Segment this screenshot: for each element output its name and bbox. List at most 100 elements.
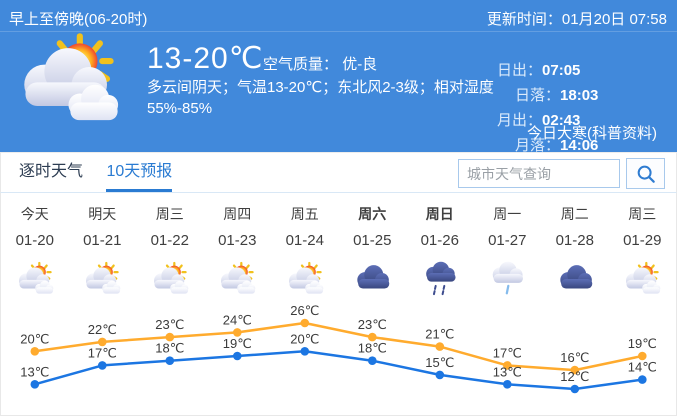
air-quality-label: 空气质量：	[263, 56, 339, 73]
moonrise-value: 02:43	[542, 112, 581, 129]
sun-moon-times: 日出：07:05 日落：18:03 月出：02:43 月落：14:06	[497, 58, 677, 158]
day-name[interactable]: 今天	[20, 206, 49, 222]
day-name[interactable]: 明天	[88, 206, 117, 222]
weather-cell	[204, 253, 272, 305]
low-temp-point	[30, 380, 40, 389]
partly-cloudy-icon	[16, 261, 54, 297]
low-temp-label: 13℃	[20, 364, 49, 379]
day-name[interactable]: 周日	[425, 206, 454, 222]
day-date: 01-28	[555, 232, 594, 249]
weather-cell	[69, 253, 137, 305]
air-quality-value: 优-良	[342, 56, 378, 73]
weather-cell	[609, 253, 677, 305]
high-temp-point	[30, 347, 40, 356]
air-quality: 空气质量： 优-良	[263, 53, 377, 74]
day-name[interactable]: 周三	[628, 206, 657, 222]
high-temp-label: 23℃	[155, 317, 184, 332]
temperature-chart: 20℃ 22℃ 23℃ 24℃ 26℃ 23℃ 21℃ 17℃ 16℃ 19℃ 13℃ 17℃ 18℃ 1…	[20, 305, 657, 394]
day-date: 01-21	[83, 232, 122, 249]
header-divider	[0, 31, 677, 32]
high-temp-label: 22℃	[88, 322, 117, 337]
high-temp-point	[638, 351, 647, 361]
sunset-time: 日落：18:03	[515, 83, 598, 108]
city-search	[458, 158, 665, 189]
ten-day-forecast: 今天 明天 周三 周四 周五 周六 周日 周一 周二 周三 01-20 01-21 01-22 01-2…	[0, 193, 677, 416]
high-temp-point	[300, 318, 310, 328]
low-temp-label: 12℃	[560, 369, 589, 384]
partly-cloudy-icon	[16, 32, 120, 128]
day-date: 01-25	[353, 232, 392, 249]
day-name[interactable]: 周四	[223, 206, 252, 222]
day-date: 01-27	[488, 232, 527, 249]
tab-10day-forecast[interactable]: 10天预报	[106, 153, 173, 192]
day-name-row: 今天 明天 周三 周四 周五 周六 周日 周一 周二 周三	[1, 203, 676, 225]
high-temp-point	[165, 332, 175, 342]
low-temp-label: 13℃	[493, 364, 522, 379]
day-name[interactable]: 周一	[493, 206, 522, 222]
low-temp-point	[368, 356, 377, 365]
day-date: 01-29	[623, 232, 662, 249]
day-name[interactable]: 周六	[358, 206, 387, 222]
moonrise-label: 月出：	[497, 112, 543, 129]
day-name[interactable]: 周五	[290, 206, 319, 222]
low-temp-point	[98, 361, 107, 370]
city-search-input[interactable]	[458, 159, 620, 188]
low-temp-point	[165, 356, 175, 365]
high-temp-label: 17℃	[493, 345, 522, 360]
low-temp-line	[34, 350, 643, 391]
high-temp-point	[503, 361, 512, 370]
overcast-icon	[353, 261, 391, 297]
weather-cell	[136, 253, 204, 305]
partly-cloudy-icon	[218, 261, 256, 297]
sunset-label: 日落：	[515, 87, 561, 104]
day-date: 01-26	[420, 232, 459, 249]
low-temp-label: 14℃	[628, 360, 657, 375]
sunrise-label: 日出：	[497, 62, 543, 79]
high-temp-label: 26℃	[290, 305, 319, 318]
partly-cloudy-icon	[623, 261, 661, 297]
tab-hourly-weather[interactable]: 逐时天气	[19, 163, 84, 180]
high-temp-point	[570, 365, 580, 375]
low-temp-label: 17℃	[88, 345, 117, 360]
weather-cell	[271, 253, 339, 305]
low-temp-point	[435, 370, 445, 380]
day-date: 01-20	[15, 232, 54, 249]
weather-icon-row	[1, 253, 676, 305]
moonrise-time: 月出：02:43	[497, 108, 580, 133]
rain-icon	[421, 261, 459, 297]
low-temp-label: 19℃	[223, 336, 252, 351]
high-temp-point	[368, 332, 377, 342]
summary-line1: 多云间阴天；气温13-20℃；东北风2-3级；相对湿度	[147, 79, 494, 96]
solar-term-link[interactable]: 今日大寒(科普资料)	[527, 125, 657, 142]
partly-cloudy-icon	[83, 261, 121, 297]
summary-line2: 55%-85%	[147, 100, 213, 117]
low-temp-label: 15℃	[425, 355, 454, 370]
weather-cell	[339, 253, 407, 305]
update-time: 更新时间：01月20日 07:58	[486, 11, 667, 28]
day-name[interactable]: 周三	[155, 206, 184, 222]
high-temp-label: 16℃	[560, 350, 589, 365]
weather-cell	[406, 253, 474, 305]
temperature-range: 13-20℃	[147, 42, 264, 75]
high-temp-label: 19℃	[628, 336, 657, 351]
low-temp-label: 20℃	[290, 331, 319, 346]
high-temp-point	[98, 337, 107, 347]
day-date: 01-24	[285, 232, 324, 249]
day-name[interactable]: 周二	[560, 206, 589, 222]
high-temp-label: 21℃	[425, 327, 454, 342]
search-button[interactable]	[626, 158, 665, 189]
weather-cell	[1, 253, 69, 305]
period-label: 早上至傍晚(06-20时)	[9, 11, 148, 28]
overcast-icon	[556, 261, 594, 297]
high-temp-label: 24℃	[223, 312, 252, 327]
moonset-time: 月落：14:06	[515, 133, 598, 158]
low-temp-point	[300, 347, 310, 356]
low-temp-point	[503, 380, 512, 389]
sunset-value: 18:03	[560, 87, 599, 104]
date-row: 01-20 01-21 01-22 01-23 01-24 01-25 01-26 01-27…	[1, 229, 676, 253]
low-temp-label: 18℃	[155, 341, 184, 356]
tab-bar: 逐时天气 10天预报	[0, 152, 677, 193]
weather-cell	[474, 253, 542, 305]
high-temp-label: 20℃	[20, 331, 49, 346]
